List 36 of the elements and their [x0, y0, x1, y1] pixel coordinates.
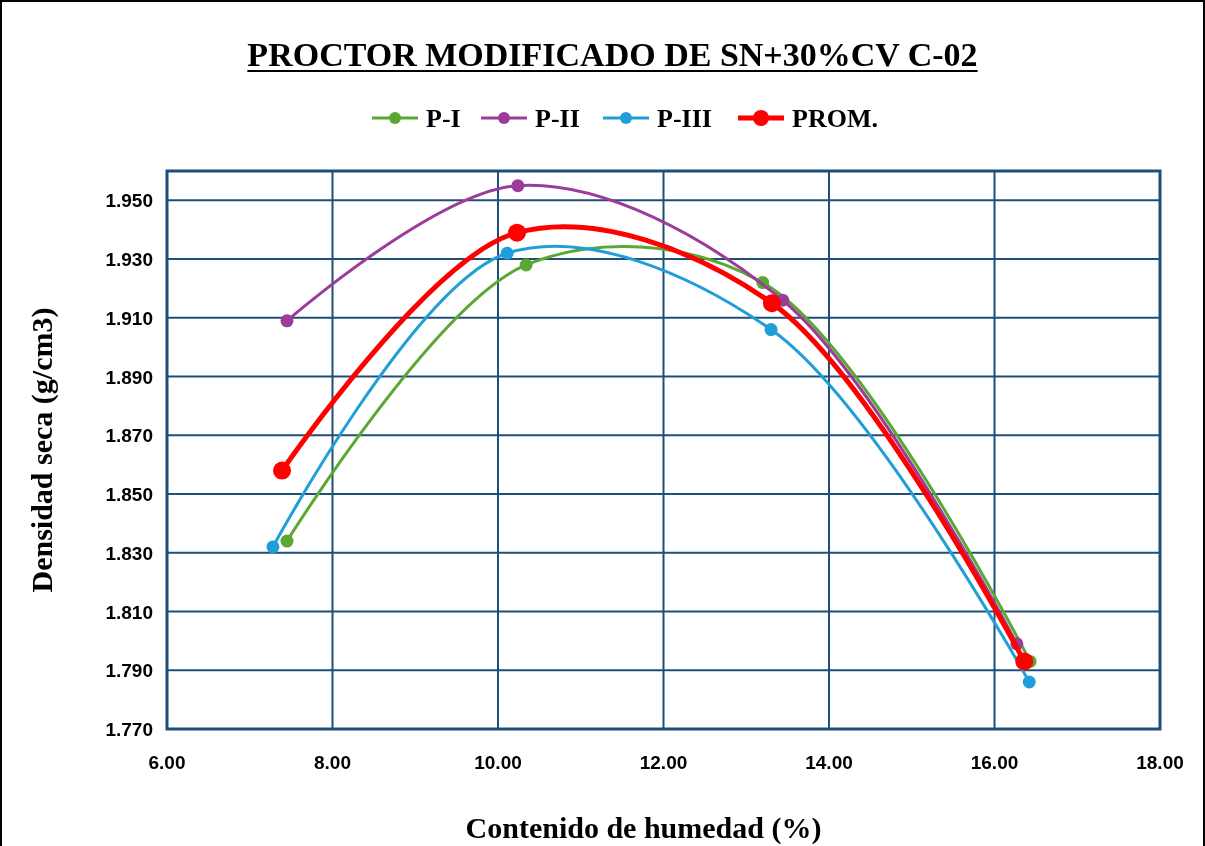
point [273, 461, 292, 480]
point [280, 534, 294, 548]
legend-label: P-II [535, 104, 580, 133]
y-tick-label: 1.830 [105, 542, 153, 564]
point [764, 323, 778, 337]
y-tick-label: 1.870 [105, 425, 153, 447]
point [280, 314, 294, 328]
legend-label: P-III [657, 104, 712, 133]
point [762, 294, 781, 313]
x-axis-title: Contenido de humedad (%) [465, 811, 822, 845]
x-tick-label: 16.00 [970, 752, 1019, 773]
y-tick-label: 1.810 [105, 601, 153, 623]
x-tick-label: 8.00 [314, 752, 351, 773]
y-tick-label: 1.910 [105, 307, 153, 329]
point [266, 540, 280, 554]
y-axis-title: Densidad seca (g/cm3) [25, 307, 59, 593]
x-tick-label: 12.00 [639, 752, 688, 773]
y-tick-label: 1.770 [105, 719, 153, 740]
x-tick-label: 6.00 [148, 752, 186, 773]
y-tick-label: 1.930 [105, 249, 153, 271]
chart-title: PROCTOR MODIFICADO DE SN+30%CV C-02 [247, 36, 978, 73]
point [519, 258, 533, 272]
y-tick-label: 1.950 [105, 190, 153, 212]
x-tick-label: 14.00 [805, 752, 853, 773]
x-tick-label: 18.00 [1136, 752, 1184, 773]
point [511, 179, 525, 193]
y-tick-label: 1.850 [105, 484, 153, 506]
y-tick-label: 1.790 [105, 660, 153, 682]
point [1015, 652, 1034, 671]
y-tick-label: 1.890 [105, 366, 153, 388]
legend-label: PROM. [792, 104, 878, 133]
point [508, 223, 527, 242]
legend-label: P-I [426, 104, 461, 133]
point [500, 246, 514, 260]
x-tick-label: 10.00 [474, 752, 522, 773]
point [1022, 675, 1036, 689]
